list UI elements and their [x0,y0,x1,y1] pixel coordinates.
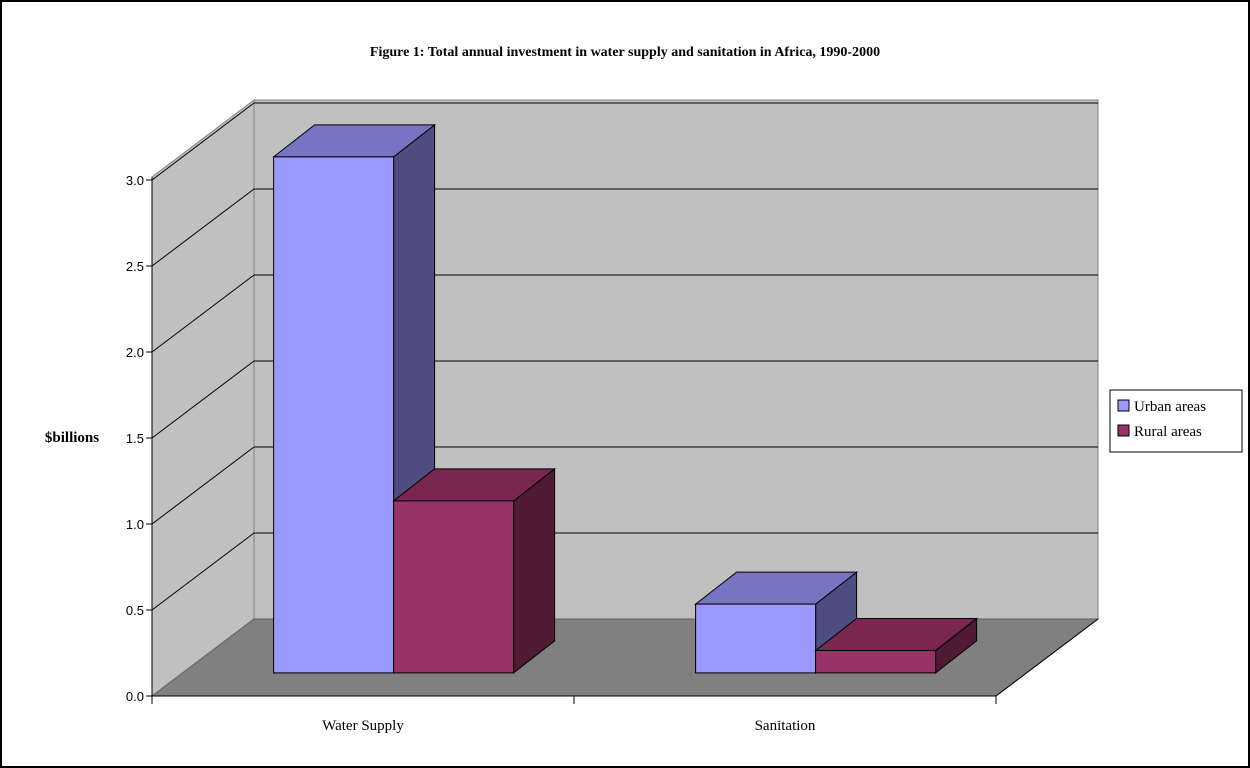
legend-swatch [1117,399,1130,412]
chart-title: Figure 1: Total annual investment in wat… [370,45,880,60]
y-tick-label: 0.5 [126,603,144,618]
bar-front [695,603,817,674]
bar-rural-areas-sanitation [814,617,979,674]
bars [272,123,979,674]
y-tick-label: 2.5 [126,259,144,274]
gridline-side [151,274,255,353]
gridline-side [151,102,255,181]
x-tick-label: Water Supply [322,718,404,734]
bar-rural-areas-water-supply [392,467,557,674]
y-tick-label: 1.5 [126,431,144,446]
y-tick-label: 2.0 [126,345,144,360]
gridline-side [151,532,255,611]
x-tick-label: Sanitation [755,718,816,734]
legend: Urban areas Rural areas [1109,389,1243,453]
y-tick-label: 3.0 [126,173,144,188]
legend-swatch [1117,424,1130,437]
side-wall [151,98,255,698]
bar-front [273,156,395,674]
axes: 0.0 0.5 1.0 1.5 2.0 2.5 3.0 Water Supply Sanitat… [126,173,1099,734]
legend-label: Rural areas [1134,424,1202,440]
legend-box [1109,389,1243,453]
gridline-side [151,446,255,525]
gridline-side [151,360,255,439]
bar-front [815,650,937,674]
bar-front [393,500,515,674]
legend-label: Urban areas [1134,399,1206,415]
bar-side [513,467,556,674]
floor-edge-right [995,618,1099,697]
bar-urban-areas-water-supply [272,123,437,674]
y-tick-label: 1.0 [126,517,144,532]
y-tick-label: 0.0 [126,689,144,704]
y-axis-label: $billions [45,430,99,446]
gridline-side [151,188,255,267]
